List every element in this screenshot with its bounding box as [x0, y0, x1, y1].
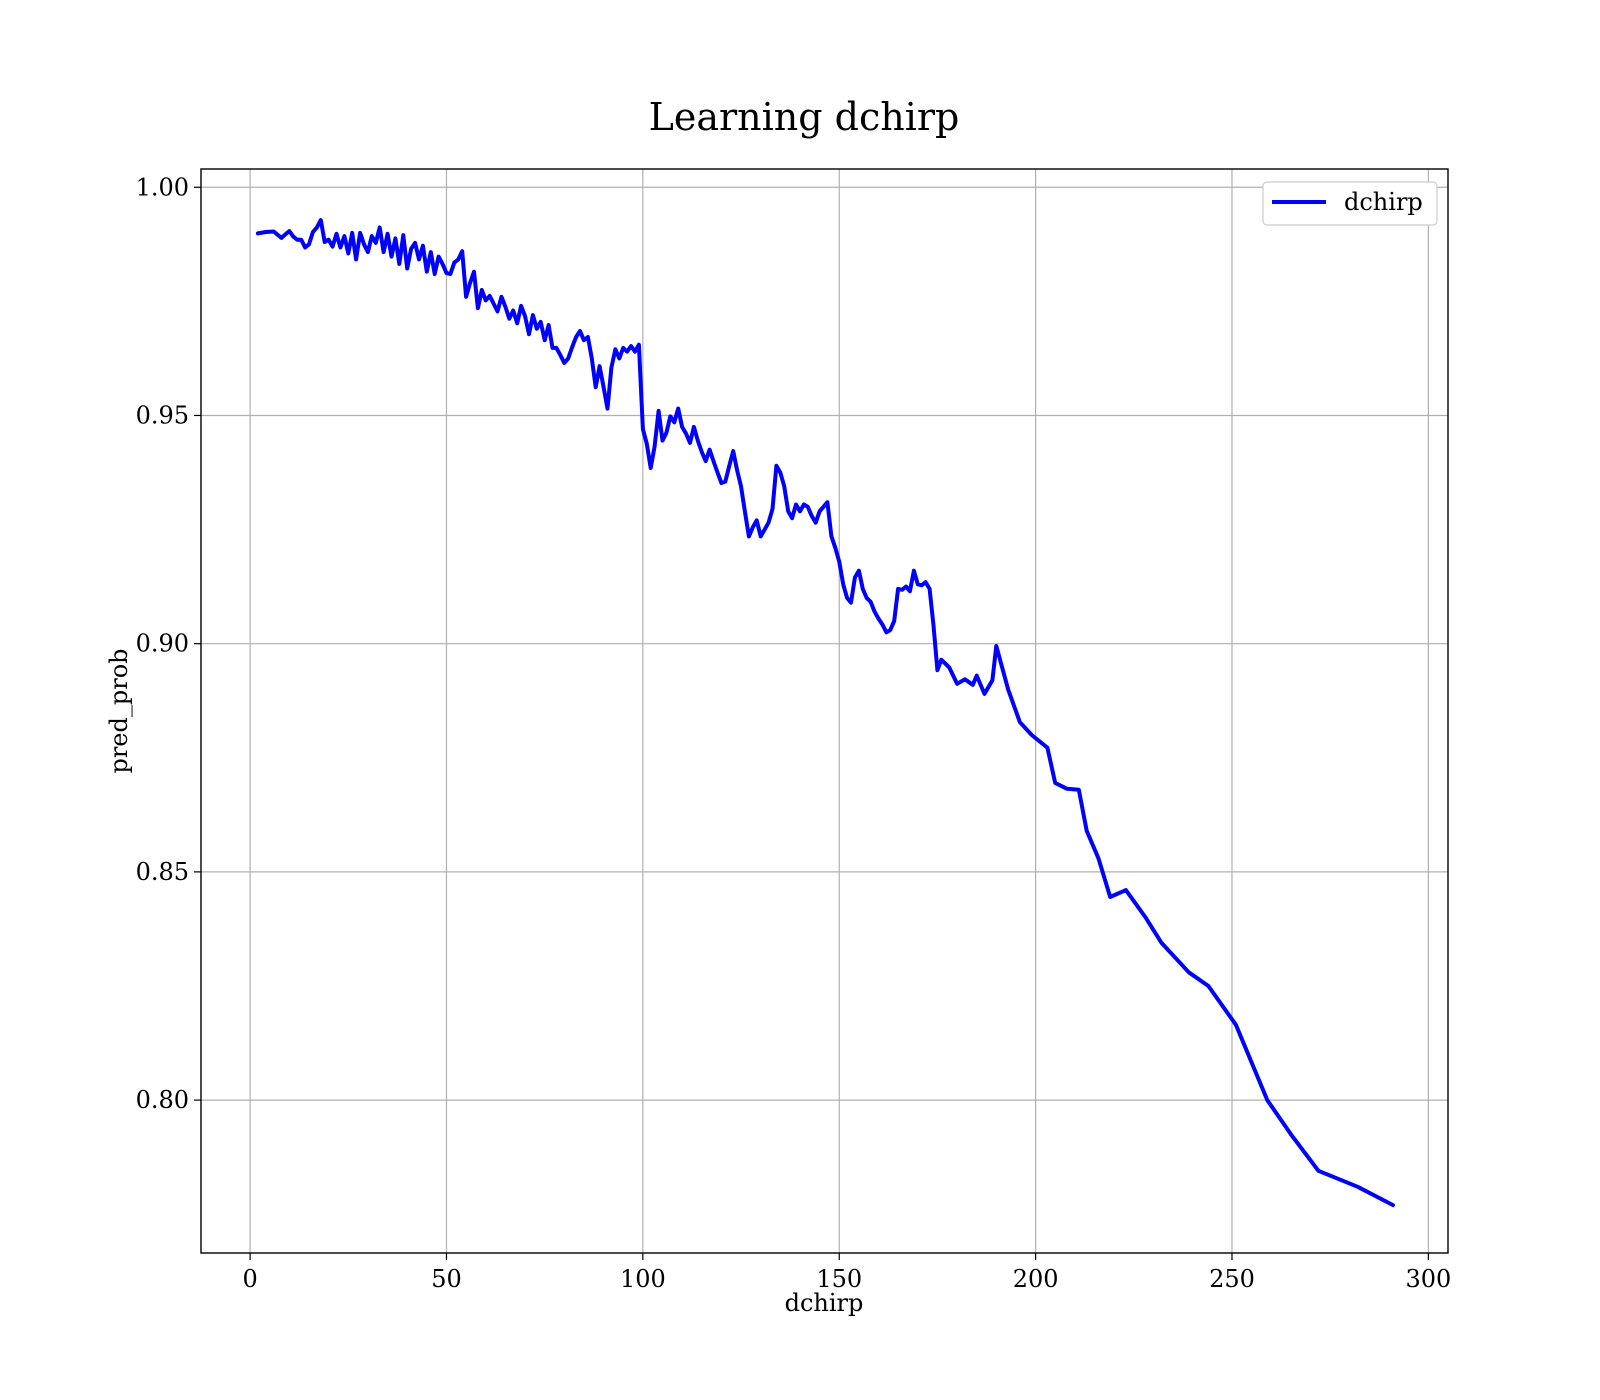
legend-box — [1262, 181, 1438, 226]
x-tick-label: 300 — [1405, 1265, 1451, 1293]
x-axis-label: dchirp — [785, 1289, 864, 1317]
x-tick-label: 50 — [431, 1265, 462, 1293]
x-tick-label: 150 — [816, 1265, 862, 1293]
y-tick-label: 0.95 — [136, 401, 189, 429]
series-line-dchirp — [255, 218, 1395, 1208]
y-tick-label: 1.00 — [136, 173, 189, 201]
x-tick-label: 200 — [1013, 1265, 1059, 1293]
y-axis-label: pred_prob — [105, 648, 133, 773]
y-tick-label: 0.85 — [136, 858, 189, 886]
plot-area-frame — [200, 168, 1449, 1254]
y-tick-label: 0.90 — [136, 630, 189, 658]
axis-ticks: 0 50 100 150 200 250 300 0.80 0.85 0.90 0.95 1.00 — [136, 173, 1452, 1293]
x-tick-label: 100 — [620, 1265, 666, 1293]
chart-title: Learning dchirp — [649, 95, 960, 139]
x-tick-label: 0 — [242, 1265, 257, 1293]
legend-label: dchirp — [1344, 188, 1423, 216]
y-tick-label: 0.80 — [136, 1086, 189, 1114]
x-tick-label: 250 — [1209, 1265, 1255, 1293]
legend: dchirp — [1262, 181, 1438, 226]
grid-lines — [201, 169, 1448, 1253]
